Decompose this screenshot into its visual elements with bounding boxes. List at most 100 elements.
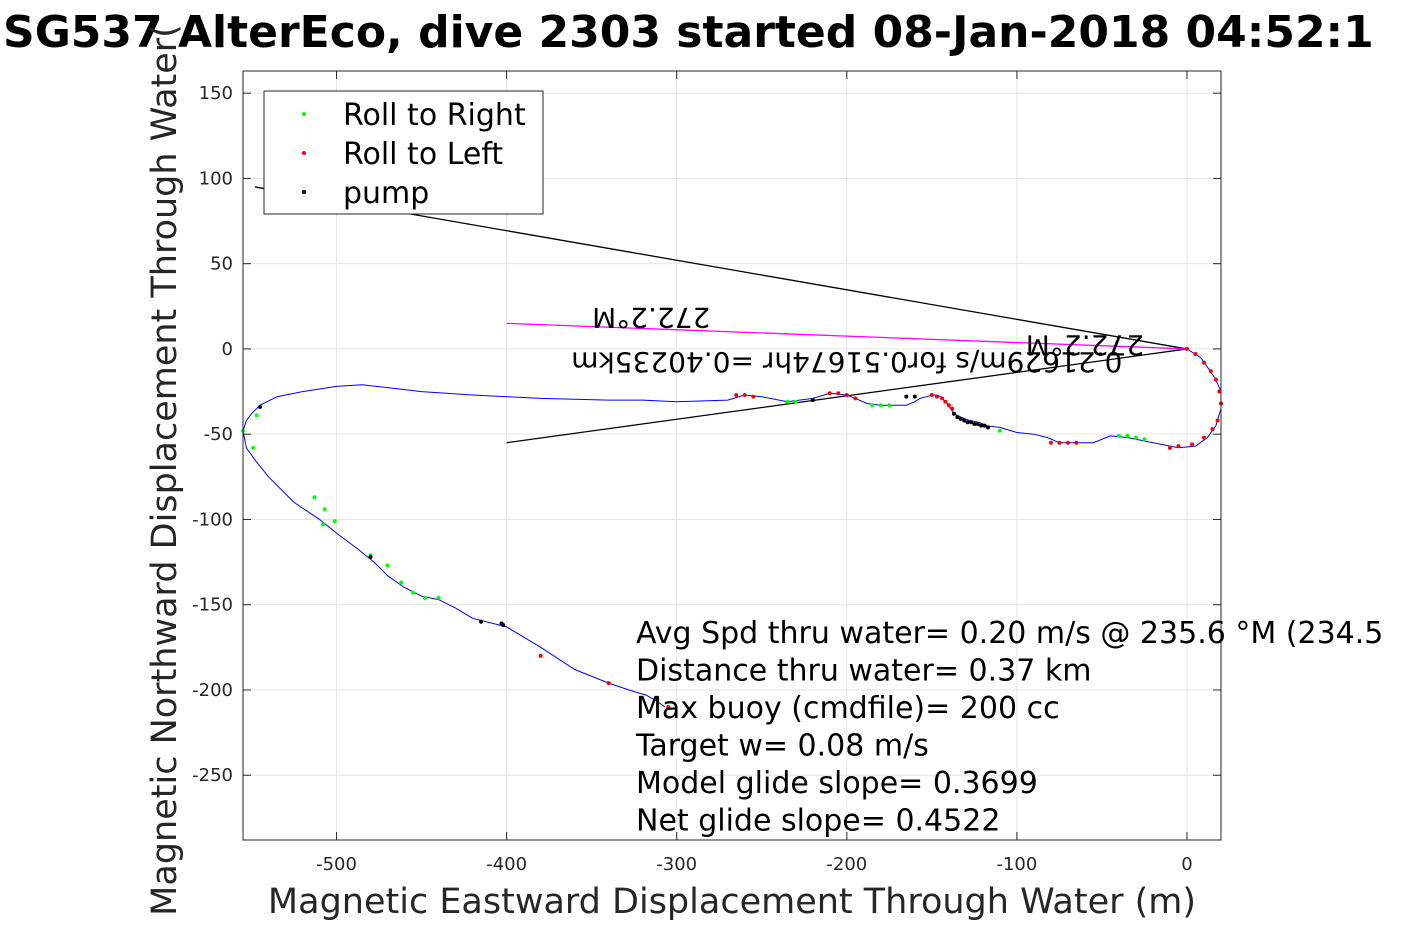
pump-point <box>955 415 960 420</box>
roll-right-point <box>878 403 883 408</box>
flipped-annotation: 0.21629m/s for0.51674hr =0.40235km <box>571 345 1122 378</box>
pump-point <box>368 554 373 559</box>
pump-point <box>962 418 967 423</box>
roll-left-point <box>1057 440 1062 445</box>
pump-point <box>904 394 909 399</box>
roll-left-point <box>1208 369 1213 374</box>
pump-point <box>810 398 815 403</box>
roll-right-point <box>436 595 441 600</box>
pump-point <box>968 420 973 425</box>
legend-marker <box>302 151 306 155</box>
annotation-line: Target w= 0.08 m/s <box>635 729 929 764</box>
x-axis-label: Magnetic Eastward Displacement Through W… <box>268 882 1196 922</box>
roll-left-point <box>1176 444 1181 449</box>
marker-layer <box>241 346 1223 710</box>
roll-left-point <box>1167 445 1172 450</box>
roll-right-point <box>399 580 404 585</box>
y-tick-label: 50 <box>210 254 233 275</box>
legend-label: Roll to Right <box>343 98 526 133</box>
roll-left-point <box>827 391 832 396</box>
roll-right-point <box>385 563 390 568</box>
roll-left-point <box>934 394 939 399</box>
roll-left-point <box>929 392 934 397</box>
roll-right-point <box>422 595 427 600</box>
roll-left-point <box>1201 435 1206 440</box>
axis-ticks: -500 -400 -300 -200 -100 0 150 100 50 0 -50 -100 -15… <box>192 71 1221 875</box>
roll-right-point <box>997 428 1002 433</box>
roll-left-point <box>1048 440 1053 445</box>
roll-left-point <box>1215 418 1220 423</box>
roll-left-point <box>853 396 858 401</box>
roll-right-point <box>1125 433 1130 438</box>
roll-left-point <box>1190 442 1195 447</box>
flipped-annotation: 272.2°M <box>592 301 710 334</box>
roll-left-point <box>950 406 955 411</box>
roll-left-point <box>742 392 747 397</box>
pump-point <box>958 416 963 421</box>
roll-left-point <box>734 392 739 397</box>
y-tick-label: -50 <box>204 424 233 445</box>
roll-right-point <box>322 507 327 512</box>
annotation-line: Max buoy (cmdfile)= 200 cc <box>636 691 1060 726</box>
chart-title: SG537 AlterEco, dive 2303 started 08-Jan… <box>3 7 1374 58</box>
pump-point <box>985 425 990 430</box>
roll-left-point <box>1213 377 1218 382</box>
pump-point <box>965 420 970 425</box>
roll-right-point <box>887 403 892 408</box>
x-tick-label: -400 <box>486 854 527 875</box>
legend-marker <box>302 190 306 194</box>
y-tick-label: -150 <box>192 595 233 616</box>
roll-right-point <box>312 495 317 500</box>
roll-left-point <box>606 681 611 686</box>
annotation-line: Net glide slope= 0.4522 <box>636 804 1000 839</box>
roll-left-point <box>751 394 756 399</box>
roll-left-point <box>844 392 849 397</box>
y-tick-label: -250 <box>192 765 233 786</box>
roll-right-point <box>332 519 337 524</box>
roll-right-point <box>1142 437 1147 442</box>
legend: Roll to Right Roll to Left pump <box>263 90 544 215</box>
y-tick-label: -100 <box>192 509 233 530</box>
y-tick-label: 150 <box>199 83 233 104</box>
pump-point <box>479 619 484 624</box>
x-tick-label: -300 <box>656 854 697 875</box>
pump-point <box>951 411 956 416</box>
roll-left-point <box>538 653 543 658</box>
x-tick-label: 0 <box>1181 854 1192 875</box>
x-tick-label: -200 <box>826 854 867 875</box>
track-layer <box>242 348 1222 708</box>
pump-point <box>979 423 984 428</box>
roll-right-point <box>254 413 259 418</box>
annotation-block: Avg Spd thru water= 0.20 m/s @ 235.6 °M … <box>635 616 1383 839</box>
roll-right-point <box>785 399 790 404</box>
plot-frame <box>242 70 1222 841</box>
pump-point <box>982 423 987 428</box>
legend-label: pump <box>343 176 429 211</box>
x-tick-label: -500 <box>316 854 357 875</box>
pump-point <box>912 394 917 399</box>
pump-point <box>258 404 263 409</box>
pump-point <box>972 421 977 426</box>
roll-right-point <box>320 522 325 527</box>
legend-label: Roll to Left <box>343 137 503 172</box>
roll-left-point <box>1074 440 1079 445</box>
annotation-line: Avg Spd thru water= 0.20 m/s @ 235.6 °M … <box>636 616 1383 651</box>
annotation-line: Distance thru water= 0.37 km <box>636 654 1091 689</box>
y-tick-label: 100 <box>199 168 233 189</box>
roll-left-point <box>946 403 951 408</box>
roll-right-point <box>1133 435 1138 440</box>
legend-box <box>263 90 544 215</box>
pump-point <box>975 421 980 426</box>
roll-right-point <box>1116 433 1121 438</box>
roll-left-point <box>1217 389 1222 394</box>
roll-left-point <box>1184 346 1189 351</box>
roll-left-point <box>1065 440 1070 445</box>
annotation-line: Model glide slope= 0.3699 <box>636 766 1038 801</box>
y-axis-label: Magnetic Northward Displacement Through … <box>145 24 185 916</box>
x-tick-label: -100 <box>996 854 1037 875</box>
roll-left-point <box>940 396 945 401</box>
roll-right-point <box>870 403 875 408</box>
roll-left-point <box>1193 352 1198 357</box>
legend-marker <box>302 112 306 116</box>
